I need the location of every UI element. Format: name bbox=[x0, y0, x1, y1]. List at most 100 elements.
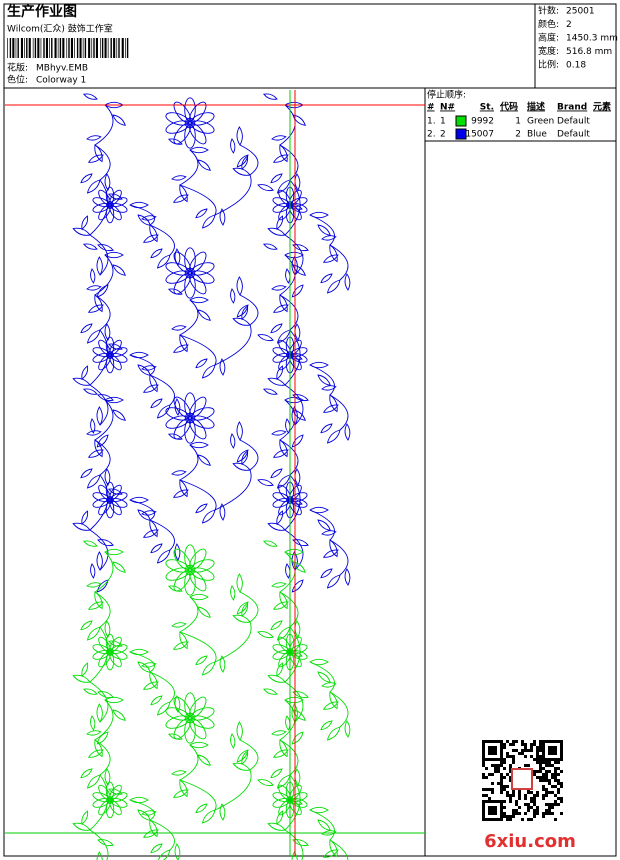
qr-cell bbox=[512, 743, 515, 746]
leaf bbox=[201, 809, 216, 824]
leaf bbox=[294, 173, 301, 191]
leaf bbox=[309, 658, 329, 666]
leaf bbox=[230, 585, 236, 601]
qr-cell bbox=[542, 815, 545, 818]
bar bbox=[15, 38, 17, 58]
bar bbox=[70, 38, 73, 58]
leaf bbox=[232, 317, 251, 326]
leaf bbox=[272, 749, 289, 758]
leaf bbox=[141, 215, 157, 221]
leaf bbox=[291, 406, 298, 426]
qr-cell bbox=[551, 764, 554, 767]
qr-cell bbox=[557, 788, 560, 791]
leaf bbox=[96, 579, 109, 593]
swatch bbox=[455, 128, 467, 140]
leaf bbox=[96, 551, 103, 571]
bar bbox=[88, 38, 91, 58]
colorway: Colorway 1 bbox=[36, 76, 86, 86]
qr-cell bbox=[554, 770, 557, 773]
qr-cell bbox=[527, 818, 530, 821]
leaf bbox=[236, 154, 249, 168]
qr-cell bbox=[530, 749, 533, 752]
qr-cell bbox=[560, 797, 563, 800]
qr-cell bbox=[554, 803, 557, 806]
leaf bbox=[156, 849, 171, 860]
leaf bbox=[197, 454, 211, 466]
flower bbox=[92, 336, 128, 374]
qr-logo bbox=[511, 768, 533, 790]
leaf bbox=[292, 114, 306, 126]
vine bbox=[168, 421, 274, 524]
leaf bbox=[195, 655, 208, 666]
qr-cell bbox=[512, 812, 515, 815]
info-label: 高度: bbox=[538, 32, 559, 44]
info-label: 宽度: bbox=[538, 45, 559, 57]
leaf bbox=[171, 470, 187, 476]
leaf bbox=[276, 662, 284, 677]
qr-cell bbox=[488, 773, 491, 776]
leaf bbox=[80, 468, 93, 479]
leaf bbox=[279, 591, 288, 610]
qr-cell bbox=[524, 755, 527, 758]
vine bbox=[168, 276, 274, 379]
leaf bbox=[276, 510, 284, 525]
frame bbox=[3, 3, 617, 857]
qr-cell bbox=[545, 803, 548, 806]
flower bbox=[92, 481, 128, 519]
leaf bbox=[321, 385, 337, 391]
leaf bbox=[317, 819, 331, 831]
qr-cell bbox=[554, 779, 557, 782]
leaf bbox=[172, 789, 189, 798]
flower bbox=[165, 544, 215, 596]
leaf bbox=[149, 819, 158, 838]
leaf bbox=[81, 510, 89, 525]
qr-cell bbox=[521, 752, 524, 755]
qr-cell bbox=[503, 800, 506, 803]
leaf bbox=[86, 626, 101, 641]
vine bbox=[168, 126, 274, 229]
leaf bbox=[197, 159, 211, 171]
leaf bbox=[272, 304, 289, 313]
qr-cell bbox=[500, 764, 503, 767]
qr-cell bbox=[548, 806, 551, 809]
qr-cell bbox=[551, 806, 554, 809]
qr-cell bbox=[557, 767, 560, 770]
qr-cell bbox=[488, 797, 491, 800]
qr-cell bbox=[551, 803, 554, 806]
leaf bbox=[291, 284, 304, 298]
qr-cell bbox=[536, 794, 539, 797]
flower-center bbox=[106, 496, 114, 504]
qr-cell bbox=[509, 743, 512, 746]
leaf bbox=[72, 822, 91, 831]
leaf bbox=[317, 374, 331, 386]
qr-cell bbox=[500, 791, 503, 794]
bar bbox=[37, 38, 40, 58]
leaf bbox=[104, 468, 111, 486]
leaf bbox=[279, 739, 288, 758]
info-label: 针数: bbox=[538, 5, 559, 17]
qr-cell bbox=[539, 776, 542, 779]
leaf bbox=[150, 695, 163, 706]
qr-cell bbox=[557, 779, 560, 782]
qr-cell bbox=[509, 770, 512, 773]
leaf bbox=[142, 234, 159, 243]
vine bbox=[72, 243, 126, 448]
leaf bbox=[179, 479, 188, 498]
leaf bbox=[81, 662, 89, 677]
vine bbox=[263, 388, 309, 593]
row-index: 1. bbox=[427, 117, 436, 127]
qr-cell bbox=[485, 794, 488, 797]
leaf bbox=[344, 720, 351, 738]
qr-cell bbox=[512, 794, 515, 797]
qr-cell bbox=[536, 776, 539, 779]
bar bbox=[59, 38, 62, 58]
leaf bbox=[141, 810, 157, 816]
design-file: MBhyv.EMB bbox=[36, 64, 88, 74]
qr-cell bbox=[503, 785, 506, 788]
flower-center bbox=[184, 564, 196, 576]
qr-cell bbox=[518, 797, 521, 800]
qr-cell bbox=[500, 788, 503, 791]
qr-cell bbox=[539, 761, 542, 764]
leaf bbox=[87, 601, 104, 610]
qr-cell bbox=[506, 818, 509, 821]
